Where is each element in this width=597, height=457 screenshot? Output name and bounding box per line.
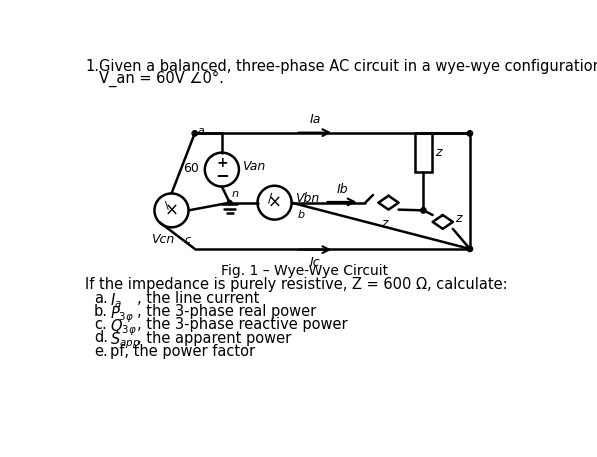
Text: ×: × <box>267 194 282 212</box>
Text: , the 3-phase real power: , the 3-phase real power <box>137 304 316 319</box>
Text: z: z <box>381 217 388 229</box>
Text: +: + <box>216 156 227 170</box>
Text: , the line current: , the line current <box>137 291 259 306</box>
Text: $P_{3φ}$: $P_{3φ}$ <box>109 304 134 325</box>
Text: c.: c. <box>94 318 107 332</box>
Text: d.: d. <box>94 330 108 345</box>
Text: a.: a. <box>94 291 107 306</box>
Text: $S_{app}$: $S_{app}$ <box>109 330 140 351</box>
Circle shape <box>227 200 232 205</box>
Text: −: − <box>215 166 229 184</box>
Text: e.: e. <box>94 344 107 359</box>
Text: a: a <box>197 126 204 136</box>
Text: Vcn: Vcn <box>150 234 174 246</box>
Text: /: / <box>268 191 272 205</box>
Text: n: n <box>232 189 239 199</box>
Text: Given a balanced, three-phase AC circuit in a wye-wye configuration (see Fig. 1): Given a balanced, three-phase AC circuit… <box>100 58 597 74</box>
Text: \: \ <box>165 201 169 211</box>
Text: If the impedance is purely resistive, Z = 600 Ω, calculate:: If the impedance is purely resistive, Z … <box>85 277 508 292</box>
Text: Van: Van <box>242 160 265 173</box>
Text: z: z <box>455 212 461 224</box>
Circle shape <box>467 131 473 136</box>
Text: 60: 60 <box>183 161 199 175</box>
Circle shape <box>467 246 473 251</box>
Text: , the 3-phase reactive power: , the 3-phase reactive power <box>137 318 347 332</box>
Text: , the apparent power: , the apparent power <box>137 330 291 345</box>
Text: pf, the power factor: pf, the power factor <box>109 344 255 359</box>
Bar <box>415 133 432 172</box>
Text: Ic: Ic <box>310 256 320 269</box>
Text: b: b <box>298 210 305 220</box>
Text: Vbn: Vbn <box>295 192 319 205</box>
Text: Ib: Ib <box>336 183 348 196</box>
Text: c: c <box>184 235 191 245</box>
Text: ×: × <box>165 202 179 219</box>
Text: Fig. 1 – Wye-Wye Circuit: Fig. 1 – Wye-Wye Circuit <box>221 264 389 278</box>
Text: $Q_{3φ}$: $Q_{3φ}$ <box>109 318 136 338</box>
Text: V_an = 60V ∠0°.: V_an = 60V ∠0°. <box>100 71 224 87</box>
Text: Ia: Ia <box>309 113 321 127</box>
Text: z: z <box>435 146 442 159</box>
Circle shape <box>192 131 198 136</box>
Text: $I_a$: $I_a$ <box>109 291 121 310</box>
Text: 1.: 1. <box>85 58 100 74</box>
Circle shape <box>421 207 426 213</box>
Text: b.: b. <box>94 304 108 319</box>
